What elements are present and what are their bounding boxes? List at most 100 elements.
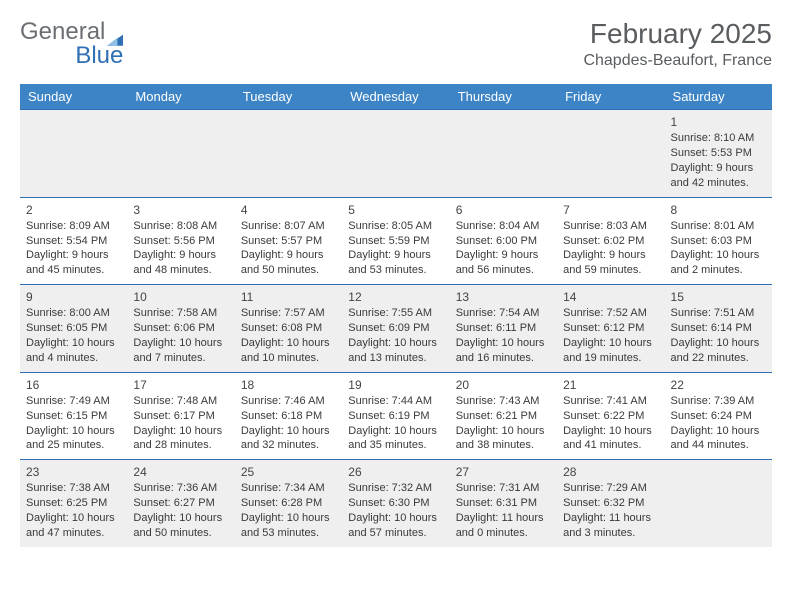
day-cell: 4Sunrise: 8:07 AMSunset: 5:57 PMDaylight… bbox=[235, 197, 342, 285]
daylight-text: Daylight: 10 hours and 57 minutes. bbox=[348, 511, 443, 541]
day-cell bbox=[235, 110, 342, 198]
day-number: 27 bbox=[456, 464, 551, 480]
day-number: 25 bbox=[241, 464, 336, 480]
day-cell bbox=[665, 460, 772, 547]
week-row: 1Sunrise: 8:10 AMSunset: 5:53 PMDaylight… bbox=[20, 110, 772, 198]
col-sunday: Sunday bbox=[20, 84, 127, 110]
day-cell: 2Sunrise: 8:09 AMSunset: 5:54 PMDaylight… bbox=[20, 197, 127, 285]
day-cell: 15Sunrise: 7:51 AMSunset: 6:14 PMDayligh… bbox=[665, 285, 772, 373]
day-cell: 18Sunrise: 7:46 AMSunset: 6:18 PMDayligh… bbox=[235, 372, 342, 460]
day-number: 13 bbox=[456, 289, 551, 305]
day-number: 6 bbox=[456, 202, 551, 218]
day-number: 11 bbox=[241, 289, 336, 305]
day-cell: 26Sunrise: 7:32 AMSunset: 6:30 PMDayligh… bbox=[342, 460, 449, 547]
day-number: 18 bbox=[241, 377, 336, 393]
day-cell: 13Sunrise: 7:54 AMSunset: 6:11 PMDayligh… bbox=[450, 285, 557, 373]
sunset-text: Sunset: 5:59 PM bbox=[348, 234, 443, 249]
sunrise-text: Sunrise: 7:43 AM bbox=[456, 394, 551, 409]
sunrise-text: Sunrise: 7:44 AM bbox=[348, 394, 443, 409]
daylight-text: Daylight: 10 hours and 53 minutes. bbox=[241, 511, 336, 541]
daylight-text: Daylight: 10 hours and 16 minutes. bbox=[456, 336, 551, 366]
daylight-text: Daylight: 11 hours and 3 minutes. bbox=[563, 511, 658, 541]
sunrise-text: Sunrise: 8:07 AM bbox=[241, 219, 336, 234]
day-number: 16 bbox=[26, 377, 121, 393]
col-saturday: Saturday bbox=[665, 84, 772, 110]
logo-text-blue: Blue bbox=[20, 42, 123, 70]
sunrise-text: Sunrise: 7:31 AM bbox=[456, 481, 551, 496]
daylight-text: Daylight: 9 hours and 48 minutes. bbox=[133, 248, 228, 278]
weekday-row: Sunday Monday Tuesday Wednesday Thursday… bbox=[20, 84, 772, 110]
daylight-text: Daylight: 10 hours and 7 minutes. bbox=[133, 336, 228, 366]
sunrise-text: Sunrise: 7:41 AM bbox=[563, 394, 658, 409]
sunrise-text: Sunrise: 7:57 AM bbox=[241, 306, 336, 321]
day-cell: 28Sunrise: 7:29 AMSunset: 6:32 PMDayligh… bbox=[557, 460, 664, 547]
title-block: February 2025 Chapdes-Beaufort, France bbox=[583, 18, 772, 70]
col-friday: Friday bbox=[557, 84, 664, 110]
sunrise-text: Sunrise: 8:04 AM bbox=[456, 219, 551, 234]
day-cell: 11Sunrise: 7:57 AMSunset: 6:08 PMDayligh… bbox=[235, 285, 342, 373]
sunrise-text: Sunrise: 7:48 AM bbox=[133, 394, 228, 409]
daylight-text: Daylight: 10 hours and 50 minutes. bbox=[133, 511, 228, 541]
daylight-text: Daylight: 10 hours and 10 minutes. bbox=[241, 336, 336, 366]
day-cell: 10Sunrise: 7:58 AMSunset: 6:06 PMDayligh… bbox=[127, 285, 234, 373]
sunset-text: Sunset: 6:18 PM bbox=[241, 409, 336, 424]
day-cell: 1Sunrise: 8:10 AMSunset: 5:53 PMDaylight… bbox=[665, 110, 772, 198]
day-cell: 16Sunrise: 7:49 AMSunset: 6:15 PMDayligh… bbox=[20, 372, 127, 460]
sunset-text: Sunset: 6:03 PM bbox=[671, 234, 766, 249]
location: Chapdes-Beaufort, France bbox=[583, 52, 772, 70]
daylight-text: Daylight: 10 hours and 25 minutes. bbox=[26, 424, 121, 454]
day-number: 1 bbox=[671, 114, 766, 130]
daylight-text: Daylight: 10 hours and 47 minutes. bbox=[26, 511, 121, 541]
daylight-text: Daylight: 9 hours and 42 minutes. bbox=[671, 161, 766, 191]
col-monday: Monday bbox=[127, 84, 234, 110]
sunset-text: Sunset: 6:05 PM bbox=[26, 321, 121, 336]
sunrise-text: Sunrise: 7:38 AM bbox=[26, 481, 121, 496]
daylight-text: Daylight: 9 hours and 56 minutes. bbox=[456, 248, 551, 278]
day-cell: 21Sunrise: 7:41 AMSunset: 6:22 PMDayligh… bbox=[557, 372, 664, 460]
sunset-text: Sunset: 6:06 PM bbox=[133, 321, 228, 336]
calendar-tbody: 1Sunrise: 8:10 AMSunset: 5:53 PMDaylight… bbox=[20, 110, 772, 547]
day-cell: 27Sunrise: 7:31 AMSunset: 6:31 PMDayligh… bbox=[450, 460, 557, 547]
sunset-text: Sunset: 5:53 PM bbox=[671, 146, 766, 161]
page-header: GeneralBlue February 2025 Chapdes-Beaufo… bbox=[20, 18, 772, 70]
day-number: 14 bbox=[563, 289, 658, 305]
day-number: 28 bbox=[563, 464, 658, 480]
day-number: 12 bbox=[348, 289, 443, 305]
day-number: 10 bbox=[133, 289, 228, 305]
sunrise-text: Sunrise: 7:36 AM bbox=[133, 481, 228, 496]
sunrise-text: Sunrise: 8:03 AM bbox=[563, 219, 658, 234]
col-thursday: Thursday bbox=[450, 84, 557, 110]
day-cell: 23Sunrise: 7:38 AMSunset: 6:25 PMDayligh… bbox=[20, 460, 127, 547]
day-cell: 5Sunrise: 8:05 AMSunset: 5:59 PMDaylight… bbox=[342, 197, 449, 285]
sunrise-text: Sunrise: 7:52 AM bbox=[563, 306, 658, 321]
sunset-text: Sunset: 6:00 PM bbox=[456, 234, 551, 249]
sunset-text: Sunset: 6:17 PM bbox=[133, 409, 228, 424]
sunrise-text: Sunrise: 7:29 AM bbox=[563, 481, 658, 496]
sunset-text: Sunset: 6:31 PM bbox=[456, 496, 551, 511]
day-number: 23 bbox=[26, 464, 121, 480]
sunset-text: Sunset: 6:15 PM bbox=[26, 409, 121, 424]
day-number: 20 bbox=[456, 377, 551, 393]
sunrise-text: Sunrise: 7:55 AM bbox=[348, 306, 443, 321]
daylight-text: Daylight: 10 hours and 28 minutes. bbox=[133, 424, 228, 454]
daylight-text: Daylight: 9 hours and 53 minutes. bbox=[348, 248, 443, 278]
daylight-text: Daylight: 10 hours and 32 minutes. bbox=[241, 424, 336, 454]
day-number: 4 bbox=[241, 202, 336, 218]
day-number: 15 bbox=[671, 289, 766, 305]
daylight-text: Daylight: 9 hours and 50 minutes. bbox=[241, 248, 336, 278]
col-tuesday: Tuesday bbox=[235, 84, 342, 110]
day-cell bbox=[342, 110, 449, 198]
sunset-text: Sunset: 6:25 PM bbox=[26, 496, 121, 511]
sunrise-text: Sunrise: 8:00 AM bbox=[26, 306, 121, 321]
day-number: 22 bbox=[671, 377, 766, 393]
col-wednesday: Wednesday bbox=[342, 84, 449, 110]
day-cell: 24Sunrise: 7:36 AMSunset: 6:27 PMDayligh… bbox=[127, 460, 234, 547]
daylight-text: Daylight: 10 hours and 22 minutes. bbox=[671, 336, 766, 366]
sunset-text: Sunset: 6:32 PM bbox=[563, 496, 658, 511]
sunset-text: Sunset: 6:09 PM bbox=[348, 321, 443, 336]
sunrise-text: Sunrise: 7:58 AM bbox=[133, 306, 228, 321]
day-cell: 9Sunrise: 8:00 AMSunset: 6:05 PMDaylight… bbox=[20, 285, 127, 373]
sunset-text: Sunset: 6:30 PM bbox=[348, 496, 443, 511]
week-row: 9Sunrise: 8:00 AMSunset: 6:05 PMDaylight… bbox=[20, 285, 772, 373]
logo: GeneralBlue bbox=[20, 18, 123, 70]
